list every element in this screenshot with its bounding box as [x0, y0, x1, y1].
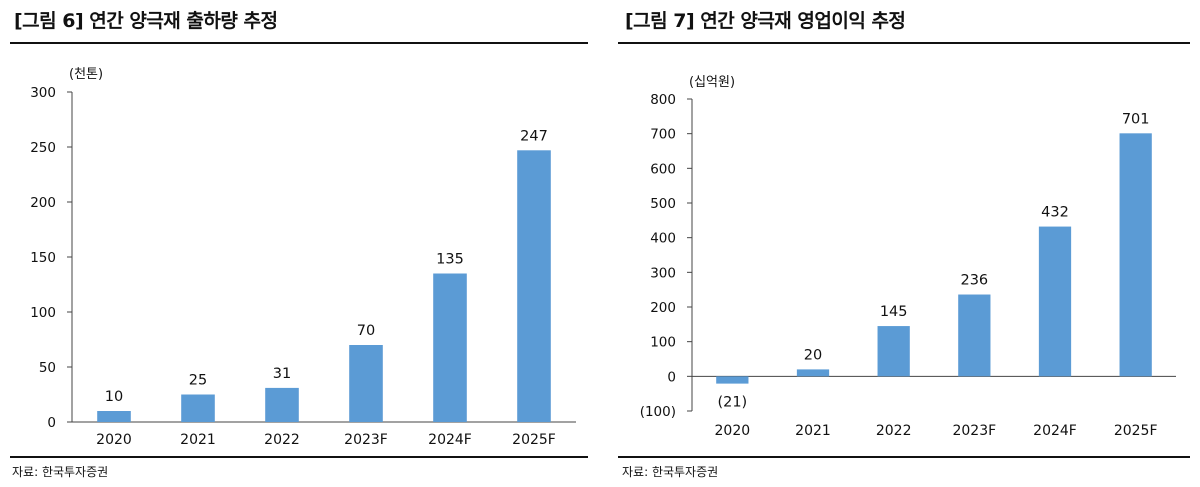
footer-divider — [618, 456, 1190, 458]
bar-value-label: 701 — [1122, 111, 1150, 127]
chart-panel-shipments: [그림 6] 연간 양극재 출하량 추정 (천톤) 0 50 100 150 200 250… — [10, 10, 588, 479]
bar-value-label: 135 — [436, 252, 464, 268]
bar-value-label: 25 — [189, 373, 207, 389]
bar-value-label: 432 — [1041, 205, 1069, 221]
x-category-label: 2020 — [96, 432, 132, 448]
x-category-label: 2024F — [1033, 423, 1077, 439]
x-category-label: 2022 — [876, 423, 912, 439]
y-axis-unit-label: (천톤) — [69, 67, 103, 82]
bar — [877, 326, 910, 377]
bar — [265, 387, 299, 422]
bar — [181, 394, 215, 422]
y-tick-label: 800 — [650, 92, 676, 108]
bar — [796, 369, 830, 377]
bar — [1038, 226, 1072, 377]
chart-title: [그림 6] 연간 양극재 출하량 추정 — [14, 10, 278, 32]
y-tick-label: 100 — [650, 335, 676, 351]
bar-value-label: 236 — [960, 273, 988, 289]
x-category-label: 2023F — [952, 423, 996, 439]
y-axis-unit-label: (십억원) — [689, 75, 735, 90]
bar-value-label: (21) — [717, 395, 747, 411]
y-tick-label: (100) — [640, 404, 676, 420]
chart-panel-operating-profit: [그림 7] 연간 양극재 영업이익 추정 (십억원) (100) 0 100 200 3… — [600, 0, 1200, 487]
x-category-label: 2025F — [1114, 423, 1158, 439]
y-tick-label: 600 — [650, 161, 676, 177]
bar — [349, 345, 383, 422]
y-tick-label: 300 — [30, 85, 56, 101]
bar-value-label: 31 — [273, 366, 291, 382]
x-category-label: 2020 — [715, 423, 751, 439]
x-category-label: 2023F — [344, 432, 388, 448]
bar-value-label: 10 — [105, 389, 123, 405]
bar — [1119, 133, 1152, 377]
source-note: 자료: 한국투자증권 — [12, 465, 109, 479]
x-category-label: 2025F — [512, 432, 556, 448]
y-tick-label: 700 — [650, 127, 676, 143]
y-tick-label: 50 — [39, 360, 56, 376]
operating-profit-bar-chart: (십억원) (100) 0 100 200 300 400 500 600 700 800 (21) 2… — [640, 75, 1176, 439]
bar-value-label: 145 — [880, 304, 908, 320]
bar-value-label: 70 — [357, 323, 375, 339]
y-tick-label: 200 — [650, 300, 676, 316]
x-category-label: 2021 — [180, 432, 216, 448]
bar — [517, 150, 551, 423]
title-divider — [10, 42, 588, 44]
bar — [716, 376, 749, 384]
y-tick-label: 100 — [30, 305, 56, 321]
bar-value-label: 20 — [804, 347, 822, 363]
y-tick-label: 500 — [650, 196, 676, 212]
y-tick-label: 250 — [30, 140, 56, 156]
source-note: 자료: 한국투자증권 — [622, 465, 719, 479]
x-category-label: 2024F — [428, 432, 472, 448]
bar — [433, 273, 467, 422]
y-tick-label: 200 — [30, 195, 56, 211]
chart-title: [그림 7] 연간 양극재 영업이익 추정 — [625, 10, 906, 32]
shipments-bar-chart: (천톤) 0 50 100 150 200 250 300 10 2020 25 2021 31 2022… — [30, 67, 576, 448]
y-tick-label: 300 — [650, 265, 676, 281]
y-tick-label: 0 — [667, 369, 676, 385]
y-tick-label: 150 — [30, 250, 56, 266]
y-tick-label: 0 — [47, 415, 56, 431]
x-category-label: 2022 — [264, 432, 300, 448]
x-category-label: 2021 — [795, 423, 831, 439]
y-tick-label: 400 — [650, 231, 676, 247]
title-divider — [618, 42, 1190, 44]
bar — [958, 294, 991, 377]
bar-value-label: 247 — [520, 128, 548, 144]
footer-divider — [10, 456, 588, 458]
bar — [97, 411, 131, 422]
